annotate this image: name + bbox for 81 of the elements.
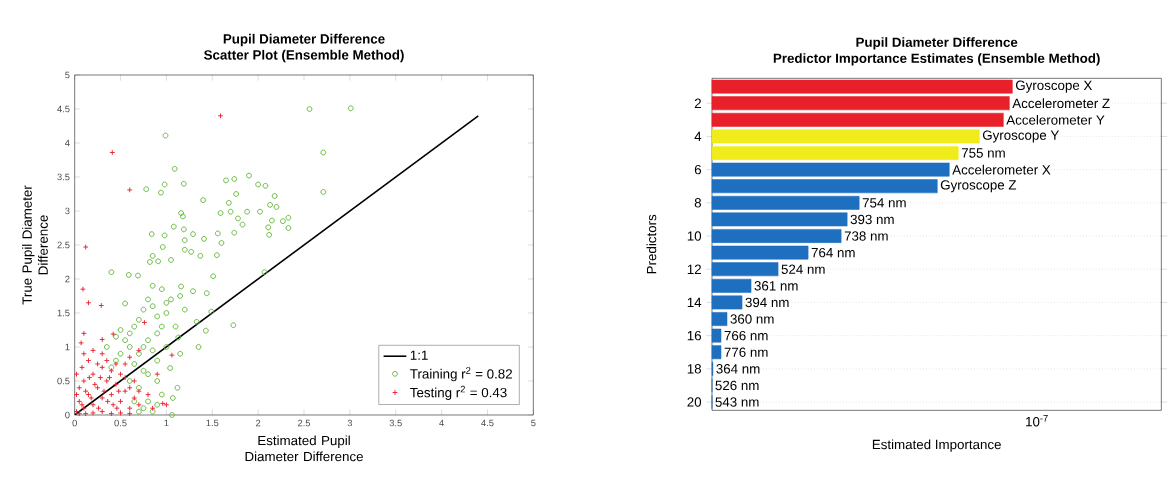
annotation: 755 nm <box>961 148 1005 158</box>
annotation: 738 nm <box>844 231 888 241</box>
bar <box>711 229 842 243</box>
annotation: Accelerometer Y <box>1006 114 1105 125</box>
y-tick-label: 2 <box>694 98 701 108</box>
y-axis-title: True Pupil Diameter Difference <box>22 185 48 305</box>
x-tick-label: 3.5 <box>389 419 402 427</box>
y-tick-label: 1.5 <box>57 309 70 317</box>
legend-label: Testing r$^{2}$ = 0.43 <box>410 385 507 400</box>
chart-title: Pupil Diameter Difference <box>856 37 1018 50</box>
x-tick-label: 5 <box>531 419 536 427</box>
x-tick-label: 0 <box>72 419 77 427</box>
x-tick-label: 1 <box>164 419 169 427</box>
annotation: 526 nm <box>715 380 759 391</box>
bar <box>711 179 938 194</box>
annotation: 764 nm <box>811 247 855 258</box>
bar <box>711 212 848 227</box>
annotation: Gyroscope Y <box>982 130 1060 143</box>
bar <box>711 328 722 343</box>
bar <box>711 345 722 360</box>
y-tick-label: 4 <box>64 139 70 147</box>
bar <box>711 162 950 177</box>
y-tick-label: 3 <box>65 207 70 215</box>
x-axis-title: Estimated Importance <box>872 439 1001 452</box>
y-tick-label: 20 <box>687 397 702 407</box>
bar <box>711 79 1013 94</box>
annotation: 364 nm <box>716 364 760 374</box>
y-tick-label: 1 <box>65 343 70 351</box>
bar <box>711 129 980 144</box>
annotation: Accelerometer Z <box>1012 98 1110 109</box>
x-tick-label: 1.5 <box>206 419 219 427</box>
y-tick-label: 2 <box>65 275 70 283</box>
annotation: 776 nm <box>724 347 768 357</box>
legend-label: Training r$^{2}$ = 0.82 <box>410 367 512 382</box>
x-tick-label: 2 <box>256 419 261 427</box>
bar <box>711 262 779 277</box>
chart-subtitle: Predictor Importance Estimates (Ensemble Method) <box>773 53 1100 66</box>
y-tick-label: 5 <box>65 71 70 79</box>
annotation: 766 nm <box>724 330 768 341</box>
y-tick-label: 0 <box>65 411 70 419</box>
annotation: Gyroscope Z <box>940 180 1017 193</box>
y-tick-label: 4.5 <box>57 105 70 113</box>
x-axis-title: Estimated Pupil Diameter Difference <box>245 435 363 462</box>
bar <box>711 195 860 210</box>
y-tick-label: 10 <box>687 231 702 241</box>
y-tick-label: 16 <box>687 330 702 341</box>
annotation: 360 nm <box>730 314 774 324</box>
bar <box>711 146 959 160</box>
y-tick-label: 2.5 <box>57 241 70 249</box>
annotation: 361 nm <box>754 281 798 291</box>
y-tick-label: 18 <box>687 364 702 374</box>
annotation: 754 nm <box>862 198 906 208</box>
x-tick-label: 2.5 <box>297 419 311 427</box>
chart-title: Pupil Diameter Difference <box>223 33 385 47</box>
annotation: 393 nm <box>850 214 894 225</box>
text: Gyroscope X <box>1015 80 1093 93</box>
text: 10$^{-7}$ <box>1026 415 1048 427</box>
y-tick-label: 4 <box>694 131 702 142</box>
x-tick-label: 0.5 <box>114 419 127 427</box>
y-tick-label: 0.5 <box>57 377 70 385</box>
y-tick-label: 12 <box>687 264 701 274</box>
bar <box>711 245 809 260</box>
bar <box>711 96 1010 111</box>
bar <box>711 295 743 310</box>
y-tick-label: 14 <box>687 297 702 308</box>
annotation: Accelerometer X <box>952 164 1051 175</box>
y-tick-label: 8 <box>694 198 702 208</box>
bar <box>711 312 728 326</box>
bar <box>711 278 752 293</box>
annotation: 543 nm <box>715 397 759 407</box>
bar <box>711 112 1004 127</box>
y-axis-title: Predictors <box>646 214 657 274</box>
annotation: 524 nm <box>781 264 825 274</box>
legend-label: 1:1 <box>410 350 428 360</box>
annotation: 394 nm <box>745 297 789 308</box>
chart-subtitle: Scatter Plot (Ensemble Method) <box>204 49 404 63</box>
x-tick-label: 4 <box>439 419 444 427</box>
y-tick-label: 3.5 <box>57 173 70 181</box>
x-tick-label: 4.5 <box>481 419 494 427</box>
y-tick-label: 6 <box>694 164 702 175</box>
x-tick-label: 3 <box>347 419 353 427</box>
